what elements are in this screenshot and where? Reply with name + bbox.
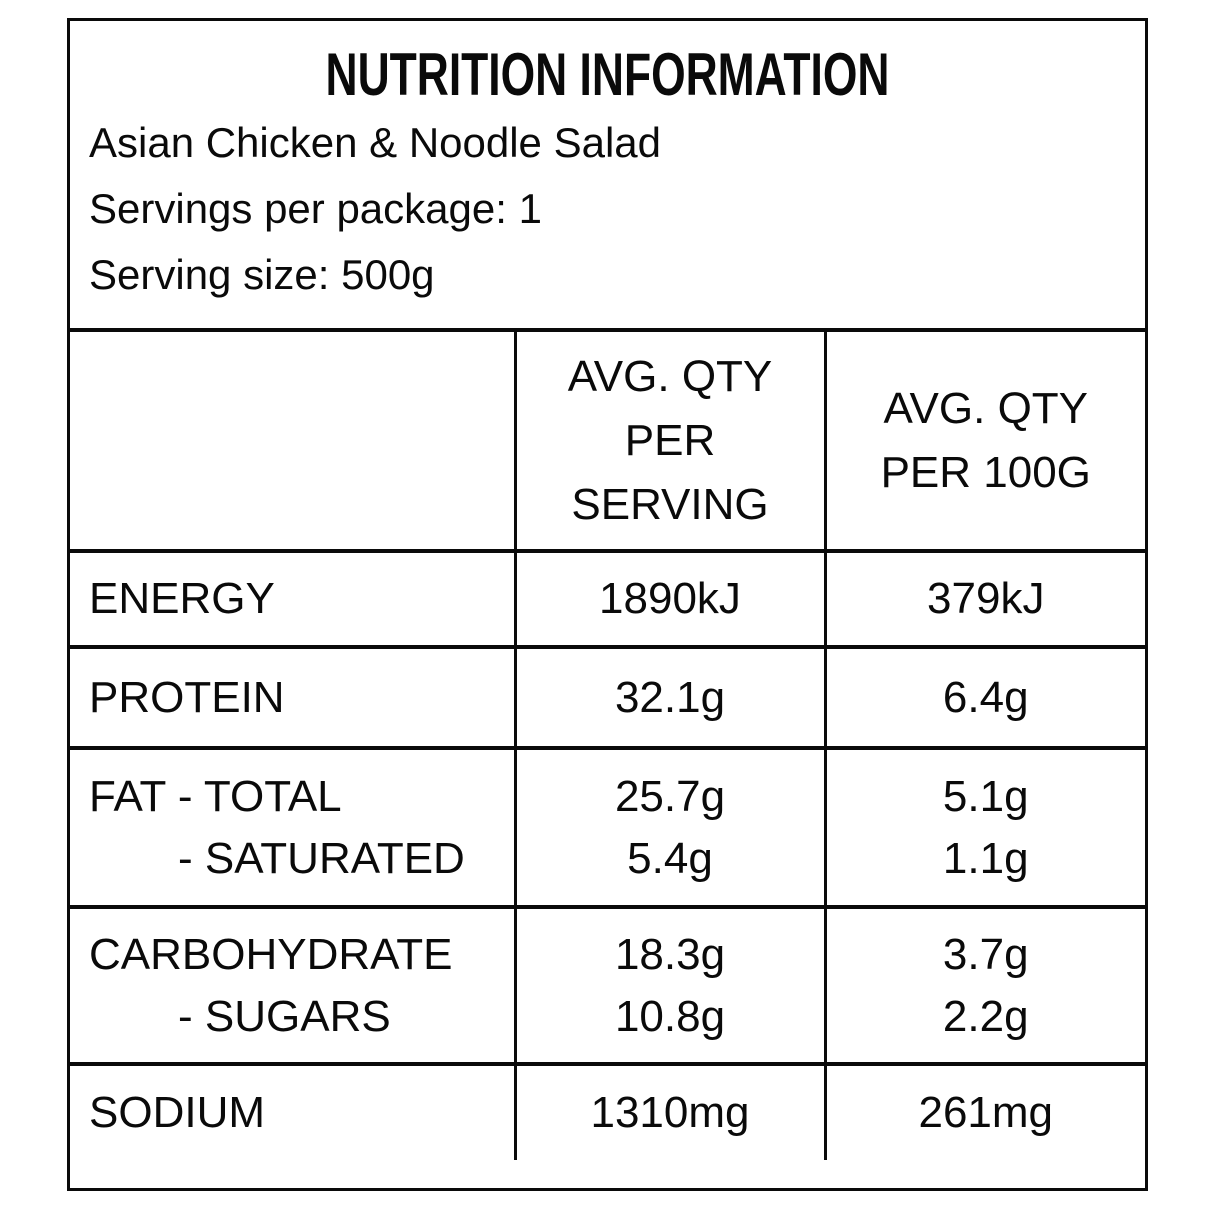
fat-saturated-label: - SATURATED bbox=[178, 833, 465, 883]
table-row-protein: PROTEIN 32.1g 6.4g bbox=[70, 645, 1145, 750]
nutrition-panel: NUTRITION INFORMATION Asian Chicken & No… bbox=[67, 18, 1148, 1191]
nutrient-label: ENERGY bbox=[70, 549, 517, 649]
sugars-label: - SUGARS bbox=[178, 991, 391, 1041]
sugars-per-100g: 2.2g bbox=[942, 991, 1029, 1041]
carbohydrate-per-100g: 3.7g bbox=[942, 929, 1029, 979]
nutrient-label: FAT - TOTAL - SATURATED bbox=[70, 746, 517, 909]
sugars-per-serving: 10.8g bbox=[614, 991, 726, 1041]
fat-saturated-per-100g: 1.1g bbox=[942, 833, 1029, 883]
servings-per-package: Servings per package: 1 bbox=[89, 185, 542, 232]
fat-total-label: FAT - TOTAL bbox=[89, 771, 342, 821]
nutrient-label: CARBOHYDRATE - SUGARS bbox=[70, 905, 517, 1066]
per-100g-column-header: AVG. QTY PER 100G bbox=[823, 328, 1145, 553]
table-row-sodium: SODIUM 1310mg 261mg bbox=[70, 1062, 1145, 1160]
carbohydrate-per-serving: 18.3g bbox=[614, 929, 726, 979]
product-name: Asian Chicken & Noodle Salad bbox=[89, 119, 662, 166]
per-100g-value: 6.4g bbox=[823, 645, 1145, 750]
serving-size: Serving size: 500g bbox=[89, 251, 435, 298]
per-100g-value: 261mg bbox=[823, 1062, 1145, 1160]
fat-total-per-100g: 5.1g bbox=[942, 771, 1029, 821]
per-serving-value: 18.3g 10.8g bbox=[513, 905, 827, 1066]
per-100g-value: 3.7g 2.2g bbox=[823, 905, 1145, 1066]
nutrition-table: AVG. QTY PER SERVING AVG. QTY PER 100G E… bbox=[70, 328, 1145, 1160]
fat-total-per-serving: 25.7g bbox=[614, 771, 726, 821]
per-serving-value: 1890kJ bbox=[513, 549, 827, 649]
carbohydrate-label: CARBOHYDRATE bbox=[89, 929, 453, 979]
label-header: NUTRITION INFORMATION Asian Chicken & No… bbox=[70, 21, 1145, 328]
fat-saturated-per-serving: 5.4g bbox=[627, 833, 713, 883]
nutrient-label: SODIUM bbox=[70, 1062, 517, 1160]
table-row-carbohydrate: CARBOHYDRATE - SUGARS 18.3g 10.8g 3.7g 2… bbox=[70, 905, 1145, 1066]
per-100g-value: 379kJ bbox=[823, 549, 1145, 649]
per-serving-value: 32.1g bbox=[513, 645, 827, 750]
nutrient-label: PROTEIN bbox=[70, 645, 517, 750]
table-row-fat: FAT - TOTAL - SATURATED 25.7g 5.4g 5.1g … bbox=[70, 746, 1145, 909]
nutrient-column-header bbox=[70, 328, 517, 553]
table-row-energy: ENERGY 1890kJ 379kJ bbox=[70, 549, 1145, 649]
per-serving-value: 25.7g 5.4g bbox=[513, 746, 827, 909]
per-serving-column-header: AVG. QTY PER SERVING bbox=[513, 328, 827, 553]
table-header-row: AVG. QTY PER SERVING AVG. QTY PER 100G bbox=[70, 328, 1145, 553]
per-serving-value: 1310mg bbox=[513, 1062, 827, 1160]
per-100g-value: 5.1g 1.1g bbox=[823, 746, 1145, 909]
panel-title: NUTRITION INFORMATION bbox=[325, 41, 890, 108]
